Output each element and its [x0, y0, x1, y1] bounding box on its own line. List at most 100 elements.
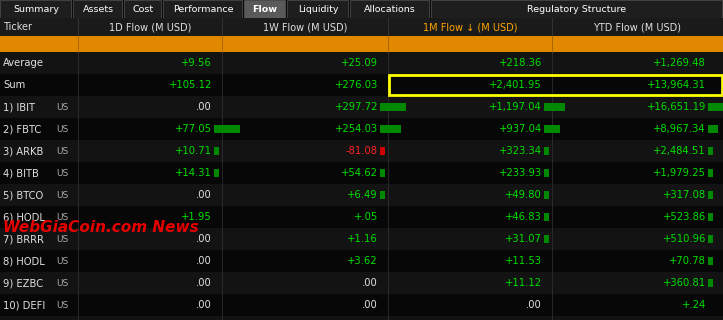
Text: US: US	[56, 147, 68, 156]
Text: WebGiaCoin.com News: WebGiaCoin.com News	[3, 220, 199, 236]
Text: Average: Average	[3, 58, 44, 68]
Bar	[0, 74, 723, 96]
Text: Summary: Summary	[13, 4, 59, 13]
Bar	[708, 235, 713, 243]
Bar	[0, 272, 723, 294]
Bar	[214, 125, 240, 133]
Bar	[708, 279, 713, 287]
Text: +25.09: +25.09	[341, 58, 378, 68]
Bar	[0, 96, 723, 118]
Text: +6.49: +6.49	[347, 190, 378, 200]
Text: +13,964.31: +13,964.31	[647, 80, 706, 90]
Text: +11.53: +11.53	[505, 256, 542, 266]
Bar	[544, 147, 549, 155]
Bar	[708, 103, 723, 111]
Text: Sum: Sum	[3, 80, 25, 90]
Text: +1,979.25: +1,979.25	[653, 168, 706, 178]
Text: .00: .00	[196, 234, 212, 244]
Text: +.24: +.24	[682, 300, 706, 310]
Text: +360.81: +360.81	[663, 278, 706, 288]
Text: 10) DEFI: 10) DEFI	[3, 300, 46, 310]
Text: +1,269.48: +1,269.48	[654, 58, 706, 68]
Bar	[544, 191, 549, 199]
Bar	[380, 103, 406, 111]
Text: +937.04: +937.04	[499, 124, 542, 134]
Text: +510.96: +510.96	[662, 234, 706, 244]
Text: +31.07: +31.07	[505, 234, 542, 244]
Text: +.05: +.05	[354, 212, 378, 222]
Bar	[0, 162, 723, 184]
Bar	[544, 103, 565, 111]
Bar	[214, 169, 219, 177]
Text: +2,401.95: +2,401.95	[489, 80, 542, 90]
Bar	[708, 257, 713, 265]
Text: US: US	[56, 278, 68, 287]
Bar	[0, 140, 723, 162]
Text: +54.62: +54.62	[341, 168, 378, 178]
Text: .00: .00	[196, 102, 212, 112]
Text: 9) EZBC: 9) EZBC	[3, 278, 43, 288]
Text: Cost: Cost	[132, 4, 153, 13]
Text: -81.08: -81.08	[346, 146, 378, 156]
Text: +46.83: +46.83	[505, 212, 542, 222]
Text: Assets: Assets	[82, 4, 114, 13]
Bar	[708, 191, 713, 199]
Text: .00: .00	[196, 278, 212, 288]
Text: 7) BRRR: 7) BRRR	[3, 234, 44, 244]
Text: 1D Flow (M USD): 1D Flow (M USD)	[109, 22, 191, 32]
Text: 5) BTCO: 5) BTCO	[3, 190, 43, 200]
Text: 1) IBIT: 1) IBIT	[3, 102, 35, 112]
Text: +8,967.34: +8,967.34	[654, 124, 706, 134]
Text: +77.05: +77.05	[175, 124, 212, 134]
Bar	[0, 118, 723, 140]
Bar	[0, 52, 723, 74]
Text: 1M Flow ↓ (M USD): 1M Flow ↓ (M USD)	[423, 22, 517, 32]
Text: +2,484.51: +2,484.51	[654, 146, 706, 156]
Text: US: US	[56, 235, 68, 244]
Bar	[380, 147, 385, 155]
Bar	[0, 18, 723, 36]
Text: +105.12: +105.12	[168, 80, 212, 90]
Text: +276.03: +276.03	[335, 80, 378, 90]
Bar	[544, 125, 560, 133]
Text: 2) FBTC: 2) FBTC	[3, 124, 41, 134]
Text: US: US	[56, 190, 68, 199]
Text: Performance: Performance	[173, 4, 234, 13]
Text: Ticker: Ticker	[3, 22, 32, 32]
Text: +49.80: +49.80	[505, 190, 542, 200]
Text: +16,651.19: +16,651.19	[646, 102, 706, 112]
Text: +1,197.04: +1,197.04	[489, 102, 542, 112]
Bar	[0, 36, 723, 52]
Text: Liquidity: Liquidity	[298, 4, 338, 13]
Text: 8) HODL: 8) HODL	[3, 256, 45, 266]
Text: US: US	[56, 102, 68, 111]
Text: +323.34: +323.34	[499, 146, 542, 156]
Bar	[708, 213, 713, 221]
Text: +1.95: +1.95	[181, 212, 212, 222]
Text: .00: .00	[362, 300, 378, 310]
Bar	[124, 0, 161, 18]
Text: US: US	[56, 169, 68, 178]
Text: US: US	[56, 212, 68, 221]
Text: US: US	[56, 124, 68, 133]
Text: US: US	[56, 300, 68, 309]
Bar	[0, 294, 723, 316]
Text: 3) ARKB: 3) ARKB	[3, 146, 43, 156]
Bar	[544, 213, 549, 221]
Text: Flow: Flow	[252, 4, 278, 13]
Text: YTD Flow (M USD): YTD Flow (M USD)	[593, 22, 681, 32]
Text: +218.36: +218.36	[499, 58, 542, 68]
Bar	[350, 0, 429, 18]
Bar	[0, 0, 71, 18]
Text: Allocations: Allocations	[364, 4, 416, 13]
Bar	[544, 235, 549, 243]
Bar	[163, 0, 242, 18]
Text: +14.31: +14.31	[175, 168, 212, 178]
Text: 1W Flow (M USD): 1W Flow (M USD)	[263, 22, 347, 32]
Bar	[0, 206, 723, 228]
Text: US: US	[56, 257, 68, 266]
Bar	[708, 169, 713, 177]
Bar	[431, 0, 722, 18]
Bar	[244, 0, 285, 18]
Bar	[0, 316, 723, 320]
